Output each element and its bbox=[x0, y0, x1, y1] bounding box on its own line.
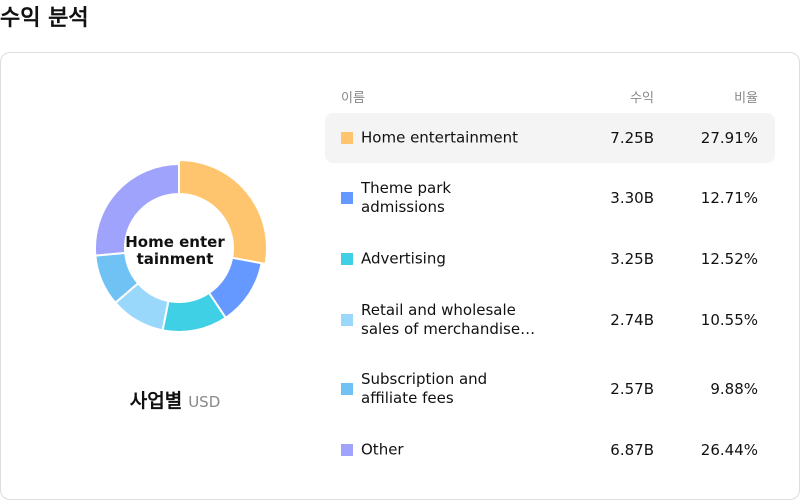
table-row[interactable]: Other 6.87B 26.44% bbox=[325, 425, 775, 475]
row-ratio: 27.91% bbox=[700, 129, 758, 147]
row-name: Other bbox=[361, 440, 404, 459]
header-revenue: 수익 bbox=[630, 91, 654, 106]
donut-chart bbox=[93, 158, 269, 333]
row-name: Subscription and affiliate fees bbox=[361, 370, 488, 407]
table-row[interactable]: Retail and wholesale sales of merchandis… bbox=[325, 295, 775, 345]
table-row[interactable]: Subscription and affiliate fees 2.57B 9.88… bbox=[325, 364, 775, 414]
row-name: Home entertainment bbox=[361, 128, 519, 147]
header-name: 이름 bbox=[341, 91, 365, 106]
donut-slice[interactable] bbox=[178, 158, 269, 266]
row-revenue: 2.57B bbox=[610, 380, 654, 398]
legend-swatch bbox=[341, 132, 353, 144]
row-revenue: 2.74B bbox=[610, 311, 654, 329]
page-title: 수익 분석 bbox=[0, 6, 89, 31]
row-revenue: 7.25B bbox=[610, 129, 654, 147]
row-ratio: 12.52% bbox=[700, 250, 758, 268]
unit: USD bbox=[188, 393, 221, 411]
table-row[interactable]: Advertising 3.25B 12.52% bbox=[325, 234, 775, 284]
row-revenue: 3.25B bbox=[610, 250, 654, 268]
row-name: Retail and wholesale sales of merchandis… bbox=[361, 301, 536, 338]
row-ratio: 9.88% bbox=[710, 380, 758, 398]
legend-swatch bbox=[341, 383, 353, 395]
legend-swatch bbox=[341, 444, 353, 456]
center-label: Home entertainment bbox=[125, 234, 225, 268]
row-revenue: 6.87B bbox=[610, 441, 654, 459]
row-name: Advertising bbox=[361, 249, 446, 268]
donut-slice[interactable] bbox=[93, 162, 180, 257]
chart-subtitle: 사업별 USD bbox=[0, 386, 350, 413]
row-ratio: 12.71% bbox=[700, 189, 758, 207]
row-ratio: 10.55% bbox=[700, 311, 758, 329]
subtitle: 사업별 bbox=[129, 390, 183, 412]
table-row[interactable]: Home entertainment 7.25B 27.91% bbox=[325, 113, 775, 163]
legend-swatch bbox=[341, 192, 353, 204]
table-row[interactable]: Theme park admissions 3.30B 12.71% bbox=[325, 173, 775, 223]
legend-swatch bbox=[341, 253, 353, 265]
row-revenue: 3.30B bbox=[610, 189, 654, 207]
row-name: Theme park admissions bbox=[361, 179, 452, 216]
row-ratio: 26.44% bbox=[700, 441, 758, 459]
legend-swatch bbox=[341, 314, 353, 326]
header-ratio: 비율 bbox=[734, 91, 758, 106]
